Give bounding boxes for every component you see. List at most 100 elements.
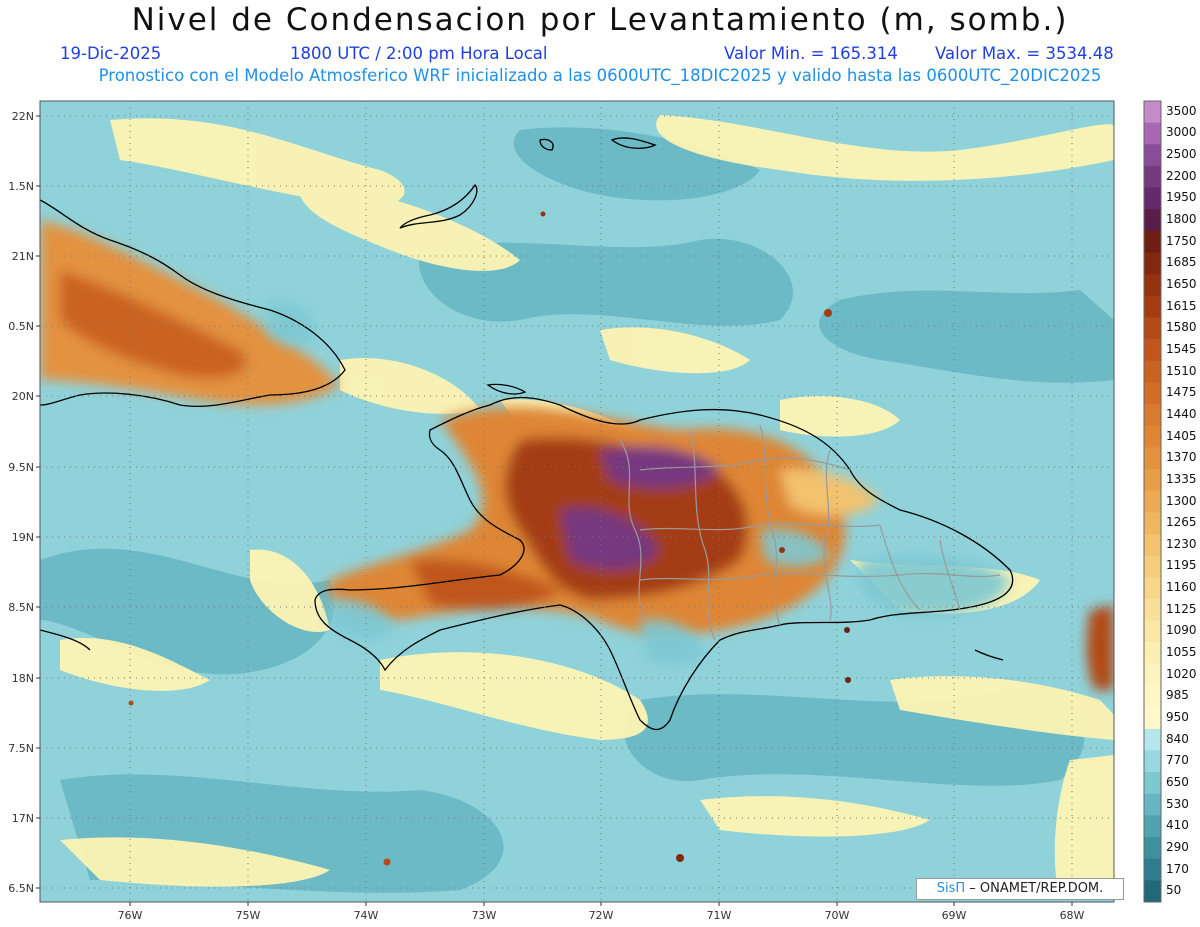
lat-tick-label: 18N — [12, 672, 34, 685]
sispi-logo-text: SisΠ — [936, 881, 966, 896]
colorbar-frame — [1143, 100, 1162, 903]
lon-tick-label: 73W — [472, 909, 497, 922]
lat-tick-label: 0.5N — [8, 320, 34, 333]
colorbar-label: 2500 — [1166, 147, 1197, 162]
lat-tick-label: 9.5N — [8, 461, 34, 474]
colorbar-label: 1125 — [1166, 601, 1197, 616]
colorbar-swatch — [1144, 360, 1161, 383]
colorbar-label: 950 — [1166, 709, 1189, 724]
min-value-label: Valor Min. = 165.314 — [724, 44, 898, 63]
province-borders — [619, 424, 1001, 641]
colorbar-label: 1800 — [1166, 212, 1197, 227]
lat-tick-label: 22N — [12, 110, 34, 123]
colorbar-swatch — [1144, 317, 1161, 340]
max-value-label: Valor Max. = 3534.48 — [935, 44, 1114, 63]
colorbar-label: 2200 — [1166, 168, 1197, 183]
colorbar-swatch — [1144, 447, 1161, 470]
colorbar-swatch — [1144, 620, 1161, 643]
colorbar-label: 410 — [1166, 818, 1189, 833]
colorbar-label: 1685 — [1166, 255, 1197, 270]
colorbar-swatch — [1144, 728, 1161, 751]
colorbar-label: 1230 — [1166, 536, 1197, 551]
colorbar-swatch — [1144, 165, 1161, 189]
colorbar-label: 1195 — [1166, 558, 1197, 573]
coastlines — [40, 137, 1014, 731]
axis-ticks — [36, 115, 1073, 906]
colorbar-swatch — [1144, 382, 1161, 405]
colorbar-label: 985 — [1166, 688, 1189, 703]
colorbar-swatch — [1144, 209, 1161, 232]
lon-tick-label: 75W — [236, 909, 261, 922]
lon-tick-label: 68W — [1060, 909, 1085, 922]
colorbar-label: 1510 — [1166, 363, 1197, 378]
lat-tick-label: 21N — [12, 250, 34, 263]
credit-text: – ONAMET/REP.DOM. — [969, 881, 1104, 896]
colorbar-swatch — [1144, 187, 1161, 210]
colorbar-swatch — [1144, 685, 1161, 708]
colorbar-swatch — [1144, 642, 1161, 665]
colorbar-swatch — [1144, 598, 1161, 622]
lon-tick-label: 72W — [589, 909, 614, 922]
colorbar-label: 770 — [1166, 753, 1189, 768]
colorbar-swatch — [1144, 837, 1161, 860]
colorbar-swatch — [1144, 858, 1161, 881]
colorbar-label: 1265 — [1166, 515, 1197, 530]
lat-tick-label: 20N — [12, 390, 34, 403]
colorbar-swatch — [1144, 815, 1161, 838]
colorbar-label: 1055 — [1166, 645, 1197, 660]
lon-tick-label: 74W — [354, 909, 379, 922]
colorbar-label: 840 — [1166, 731, 1189, 746]
colorbar-label: 1370 — [1166, 450, 1197, 465]
colorbar-swatch — [1144, 295, 1161, 318]
colorbar-label: 530 — [1166, 796, 1189, 811]
colorbar-swatch — [1144, 533, 1161, 557]
credit-box: SisΠ – ONAMET/REP.DOM. — [916, 878, 1124, 900]
colorbar-swatch — [1144, 880, 1161, 903]
colorbar-label: 1950 — [1166, 190, 1197, 205]
colorbar-label: 290 — [1166, 839, 1189, 854]
lat-tick-label: 8.5N — [8, 601, 34, 614]
plot-frame — [39, 100, 1115, 903]
colorbar-swatch — [1144, 793, 1161, 816]
colorbar-swatch — [1144, 252, 1161, 275]
colorbar-label: 1440 — [1166, 406, 1197, 421]
colorbar-swatch — [1144, 577, 1161, 600]
colorbar-label: 1335 — [1166, 471, 1197, 486]
colorbar-label: 3500 — [1166, 103, 1197, 118]
colorbar-label: 1405 — [1166, 428, 1197, 443]
lat-tick-label: 17N — [12, 812, 34, 825]
colorbar-swatch — [1144, 101, 1161, 124]
colorbar-swatch — [1144, 230, 1161, 254]
colorbar-swatch — [1144, 512, 1161, 535]
colorbar-label: 1580 — [1166, 320, 1197, 335]
map-title: Nivel de Condensacion por Levantamiento … — [131, 2, 1069, 38]
colorbar-swatch — [1144, 663, 1161, 687]
lon-tick-label: 76W — [118, 909, 143, 922]
colorbar-label: 1160 — [1166, 580, 1197, 595]
colorbar-label: 1020 — [1166, 666, 1197, 681]
colorbar-swatch — [1144, 750, 1161, 773]
colorbar-label: 1615 — [1166, 298, 1197, 313]
colorbar-label: 1090 — [1166, 623, 1197, 638]
colorbar-label: 3000 — [1166, 125, 1197, 140]
colorbar-label: 1475 — [1166, 385, 1197, 400]
colorbar-swatch — [1144, 122, 1161, 145]
colorbar-swatch — [1144, 144, 1161, 167]
forecast-info: Pronostico con el Modelo Atmosferico WRF… — [98, 66, 1102, 85]
lon-tick-label: 69W — [942, 909, 967, 922]
colorbar-swatch — [1144, 404, 1161, 427]
colorbar-swatch — [1144, 469, 1161, 492]
colorbar-swatch — [1144, 490, 1161, 513]
colorbar-swatch — [1144, 707, 1161, 730]
date-label: 19-Dic-2025 — [60, 44, 162, 63]
colorbar-label: 1650 — [1166, 277, 1197, 291]
colorbar-swatch — [1144, 425, 1161, 448]
colorbar-label: 1545 — [1166, 341, 1197, 356]
lat-tick-label: 6.5N — [8, 882, 34, 895]
colorbar-label: 1300 — [1166, 493, 1197, 508]
colorbar-label: 1750 — [1166, 233, 1197, 248]
hotspot-markers — [128, 211, 851, 866]
colorbar-label: 650 — [1166, 774, 1189, 789]
time-label: 1800 UTC / 2:00 pm Hora Local — [290, 44, 548, 63]
